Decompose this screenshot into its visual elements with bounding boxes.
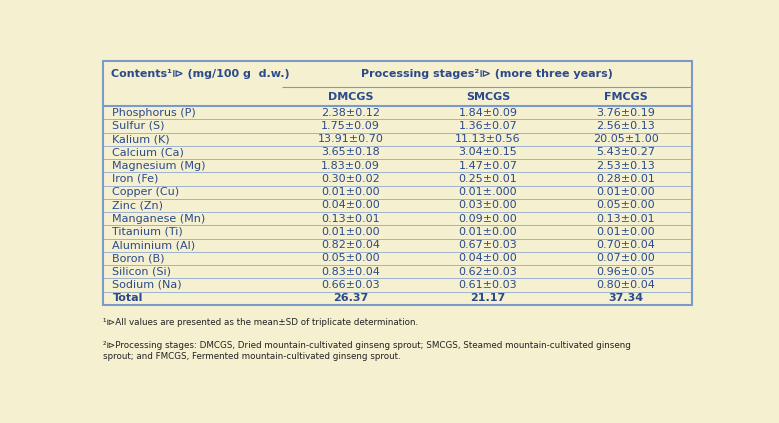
Text: 0.83±0.04: 0.83±0.04 — [321, 266, 380, 277]
Text: Magnesium (Mg): Magnesium (Mg) — [112, 161, 206, 171]
Text: 0.05±0.00: 0.05±0.00 — [321, 253, 379, 264]
Text: Silicon (Si): Silicon (Si) — [112, 266, 171, 277]
Text: 0.07±0.00: 0.07±0.00 — [596, 253, 655, 264]
Text: Boron (B): Boron (B) — [112, 253, 165, 264]
Text: Contents¹⧐ (mg/100 g  d.w.): Contents¹⧐ (mg/100 g d.w.) — [111, 69, 289, 79]
Text: 3.04±0.15: 3.04±0.15 — [459, 148, 517, 157]
Text: 3.65±0.18: 3.65±0.18 — [321, 148, 379, 157]
Text: 0.70±0.04: 0.70±0.04 — [596, 240, 655, 250]
Text: 1.83±0.09: 1.83±0.09 — [321, 161, 380, 171]
Text: 2.53±0.13: 2.53±0.13 — [596, 161, 655, 171]
Text: 0.01±0.00: 0.01±0.00 — [596, 187, 655, 197]
Text: 5.43±0.27: 5.43±0.27 — [596, 148, 655, 157]
Text: FMCGS: FMCGS — [604, 92, 647, 102]
Text: 1.84±0.09: 1.84±0.09 — [459, 108, 517, 118]
Text: 0.96±0.05: 0.96±0.05 — [596, 266, 655, 277]
Text: 0.30±0.02: 0.30±0.02 — [321, 174, 379, 184]
Text: 37.34: 37.34 — [608, 293, 643, 303]
Text: Titanium (Ti): Titanium (Ti) — [112, 227, 183, 237]
Text: 0.09±0.00: 0.09±0.00 — [459, 214, 517, 224]
Text: DMCGS: DMCGS — [328, 92, 373, 102]
Text: 0.80±0.04: 0.80±0.04 — [596, 280, 655, 290]
Text: 0.01±0.00: 0.01±0.00 — [321, 227, 379, 237]
Text: Phosphorus (P): Phosphorus (P) — [112, 108, 196, 118]
Text: 0.61±0.03: 0.61±0.03 — [459, 280, 517, 290]
Bar — [104, 60, 692, 305]
Text: 0.04±0.00: 0.04±0.00 — [321, 201, 379, 211]
Text: 0.03±0.00: 0.03±0.00 — [459, 201, 517, 211]
Text: 0.67±0.03: 0.67±0.03 — [459, 240, 517, 250]
Text: 1.36±0.07: 1.36±0.07 — [459, 121, 517, 131]
Text: ²⧐Processing stages: DMCGS, Dried mountain-cultivated ginseng sprout; SMCGS, Ste: ²⧐Processing stages: DMCGS, Dried mounta… — [104, 341, 631, 361]
Text: 0.25±0.01: 0.25±0.01 — [459, 174, 517, 184]
Text: Aluminium (Al): Aluminium (Al) — [112, 240, 196, 250]
Text: 0.82±0.04: 0.82±0.04 — [321, 240, 380, 250]
Text: 21.17: 21.17 — [471, 293, 506, 303]
Text: Processing stages²⧐ (more three years): Processing stages²⧐ (more three years) — [361, 69, 613, 79]
Text: 11.13±0.56: 11.13±0.56 — [455, 134, 521, 144]
Text: ¹⧐All values are presented as the mean±SD of triplicate determination.: ¹⧐All values are presented as the mean±S… — [104, 318, 418, 327]
Text: 26.37: 26.37 — [333, 293, 368, 303]
Text: 2.56±0.13: 2.56±0.13 — [596, 121, 655, 131]
Text: 0.01±0.00: 0.01±0.00 — [596, 227, 655, 237]
Text: 3.76±0.19: 3.76±0.19 — [596, 108, 655, 118]
Text: 13.91±0.70: 13.91±0.70 — [317, 134, 383, 144]
Text: Copper (Cu): Copper (Cu) — [112, 187, 180, 197]
Text: SMCGS: SMCGS — [466, 92, 510, 102]
Text: Total: Total — [112, 293, 143, 303]
Text: Zinc (Zn): Zinc (Zn) — [112, 201, 164, 211]
Text: 1.47±0.07: 1.47±0.07 — [459, 161, 517, 171]
Text: 1.75±0.09: 1.75±0.09 — [321, 121, 380, 131]
Text: 0.05±0.00: 0.05±0.00 — [596, 201, 655, 211]
Text: 20.05±1.00: 20.05±1.00 — [593, 134, 658, 144]
Text: 0.66±0.03: 0.66±0.03 — [321, 280, 379, 290]
Text: 0.13±0.01: 0.13±0.01 — [321, 214, 379, 224]
Text: Kalium (K): Kalium (K) — [112, 134, 170, 144]
Text: Sodium (Na): Sodium (Na) — [112, 280, 182, 290]
Text: Iron (Fe): Iron (Fe) — [112, 174, 159, 184]
Text: Calcium (Ca): Calcium (Ca) — [112, 148, 185, 157]
Text: 0.01±0.00: 0.01±0.00 — [459, 227, 517, 237]
Text: Manganese (Mn): Manganese (Mn) — [112, 214, 206, 224]
Text: 0.13±0.01: 0.13±0.01 — [596, 214, 655, 224]
Text: 0.01±0.00: 0.01±0.00 — [321, 187, 379, 197]
Text: 0.62±0.03: 0.62±0.03 — [459, 266, 517, 277]
Text: Sulfur (S): Sulfur (S) — [112, 121, 165, 131]
Text: 0.28±0.01: 0.28±0.01 — [596, 174, 655, 184]
Text: 2.38±0.12: 2.38±0.12 — [321, 108, 380, 118]
Text: 0.01±.000: 0.01±.000 — [459, 187, 517, 197]
Text: 0.04±0.00: 0.04±0.00 — [459, 253, 517, 264]
